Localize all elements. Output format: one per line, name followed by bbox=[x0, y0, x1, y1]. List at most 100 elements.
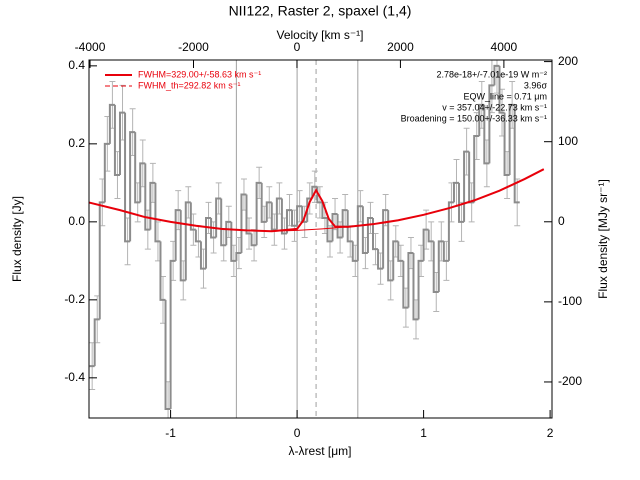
fit-line bbox=[89, 168, 545, 232]
spectrum-step bbox=[265, 201, 272, 222]
left-tick-label: -0.4 bbox=[64, 370, 85, 384]
spectrum-step bbox=[260, 182, 267, 223]
right-tick-label: -200 bbox=[558, 374, 582, 388]
spectrum-step bbox=[139, 162, 146, 203]
y-axis-title: Flux density [Jy] bbox=[10, 196, 24, 282]
spectrum-step bbox=[285, 209, 293, 234]
spectrum-step bbox=[144, 163, 151, 231]
top-tick-label: -2000 bbox=[178, 40, 209, 54]
spectrum-step bbox=[129, 131, 136, 242]
spectrum-step bbox=[245, 194, 252, 235]
spectrum-step bbox=[447, 201, 454, 261]
spectrum-step bbox=[179, 210, 186, 282]
spectrum-step bbox=[407, 252, 414, 308]
spectrum-step bbox=[478, 103, 485, 137]
spectrum-step bbox=[291, 210, 298, 227]
spectrum-step bbox=[417, 259, 424, 320]
spectrum-step bbox=[346, 210, 353, 243]
annotation: v = 357.04+/-22.73 km s⁻¹ bbox=[442, 102, 547, 112]
spectrum-step bbox=[371, 217, 379, 251]
spectrum-step bbox=[235, 252, 242, 261]
spectrum-step bbox=[402, 260, 409, 309]
spectrum-step bbox=[513, 104, 520, 204]
spectrum-step bbox=[118, 111, 126, 176]
spectrum-step bbox=[164, 299, 171, 411]
spectrum-step bbox=[98, 201, 105, 320]
spectrum-step bbox=[321, 202, 328, 219]
spectrum-step bbox=[493, 64, 500, 86]
top-tick-label: -4000 bbox=[75, 40, 106, 54]
spectrum-step bbox=[296, 205, 303, 226]
spectrum-step bbox=[199, 241, 207, 270]
spectrum-step bbox=[508, 103, 515, 176]
annotation: Broadening = 150.00+/-36.33 km s⁻¹ bbox=[401, 113, 547, 123]
left-tick-label: 0.2 bbox=[68, 136, 85, 150]
spectrum-step bbox=[392, 240, 399, 281]
spectrum-step bbox=[311, 185, 318, 199]
spectrum-step bbox=[397, 241, 404, 262]
spectrum-step bbox=[210, 217, 217, 239]
spectrum-step bbox=[124, 112, 131, 243]
legend-label: FWHM_th=292.82 km s⁻¹ bbox=[138, 80, 241, 90]
x-axis-title: λ-λrest [μm] bbox=[289, 444, 352, 458]
annotation: 3.96σ bbox=[524, 80, 548, 90]
bottom-tick-label: -1 bbox=[165, 426, 176, 440]
spectrum-step bbox=[280, 198, 287, 235]
spectrum-step bbox=[503, 112, 510, 177]
bottom-tick-label: 0 bbox=[294, 426, 301, 440]
chart-title: NII122, Raster 2, spaxel (1,4) bbox=[229, 3, 412, 19]
y2-axis-title: Flux density [MJy sr⁻¹] bbox=[596, 179, 610, 299]
spectrum-step bbox=[377, 249, 384, 270]
spectrum-step bbox=[93, 318, 100, 367]
spectrum-step bbox=[366, 216, 373, 254]
spectrum-step bbox=[331, 213, 338, 242]
right-tick-label: 100 bbox=[558, 134, 578, 148]
x2-axis-title: Velocity [km s⁻¹] bbox=[276, 28, 363, 42]
bottom-tick-label: 1 bbox=[420, 426, 427, 440]
spectrum-step bbox=[458, 182, 465, 223]
spectrum-step bbox=[205, 216, 212, 269]
top-tick-label: 0 bbox=[294, 40, 301, 54]
spectrum-step bbox=[437, 240, 444, 293]
spectrum-step bbox=[412, 253, 419, 321]
spectrum-step bbox=[361, 206, 368, 255]
spectrum-step bbox=[134, 132, 141, 204]
legend-label: FWHM=329.00+/-58.63 km s⁻¹ bbox=[138, 69, 261, 79]
spectrum-step bbox=[275, 197, 282, 230]
spectrum-step bbox=[174, 209, 181, 261]
spectrum-step bbox=[159, 241, 166, 301]
right-tick-label: 200 bbox=[558, 54, 578, 68]
spectrum-step bbox=[336, 214, 343, 239]
spectrum-step bbox=[387, 210, 394, 282]
spectrum-step bbox=[382, 209, 389, 269]
spectrum-step bbox=[432, 241, 439, 294]
spectrum-step bbox=[220, 198, 227, 247]
top-tick-label: 2000 bbox=[387, 40, 414, 54]
right-tick-label: -100 bbox=[558, 294, 582, 308]
spectrum-step bbox=[169, 259, 176, 410]
spectrum-step bbox=[270, 202, 277, 231]
plot-frame bbox=[88, 59, 553, 419]
spectrum-step bbox=[103, 142, 110, 203]
right-tick-label: 0 bbox=[558, 214, 565, 228]
spectrum-step bbox=[189, 202, 196, 231]
spectrum-step bbox=[473, 135, 480, 203]
spectrum-step bbox=[240, 193, 247, 254]
spectrum-step bbox=[483, 104, 490, 165]
top-tick-label: 4000 bbox=[491, 40, 518, 54]
spectrum-step bbox=[463, 150, 470, 222]
spectrum-step bbox=[184, 201, 191, 281]
left-tick-label: 0.4 bbox=[68, 58, 85, 72]
spectrum-step bbox=[442, 241, 449, 262]
bottom-tick-label: 2 bbox=[547, 426, 554, 440]
spectrum-step bbox=[113, 104, 120, 177]
spectrum-step bbox=[225, 220, 232, 246]
spectrum-step bbox=[427, 229, 434, 243]
spectrum-step bbox=[215, 197, 222, 238]
spectrum-step bbox=[255, 181, 262, 246]
left-tick-label: 0.0 bbox=[68, 214, 85, 228]
spectrum-step bbox=[149, 181, 156, 230]
spectrum-step bbox=[194, 229, 201, 243]
spectrum-step bbox=[230, 221, 237, 262]
